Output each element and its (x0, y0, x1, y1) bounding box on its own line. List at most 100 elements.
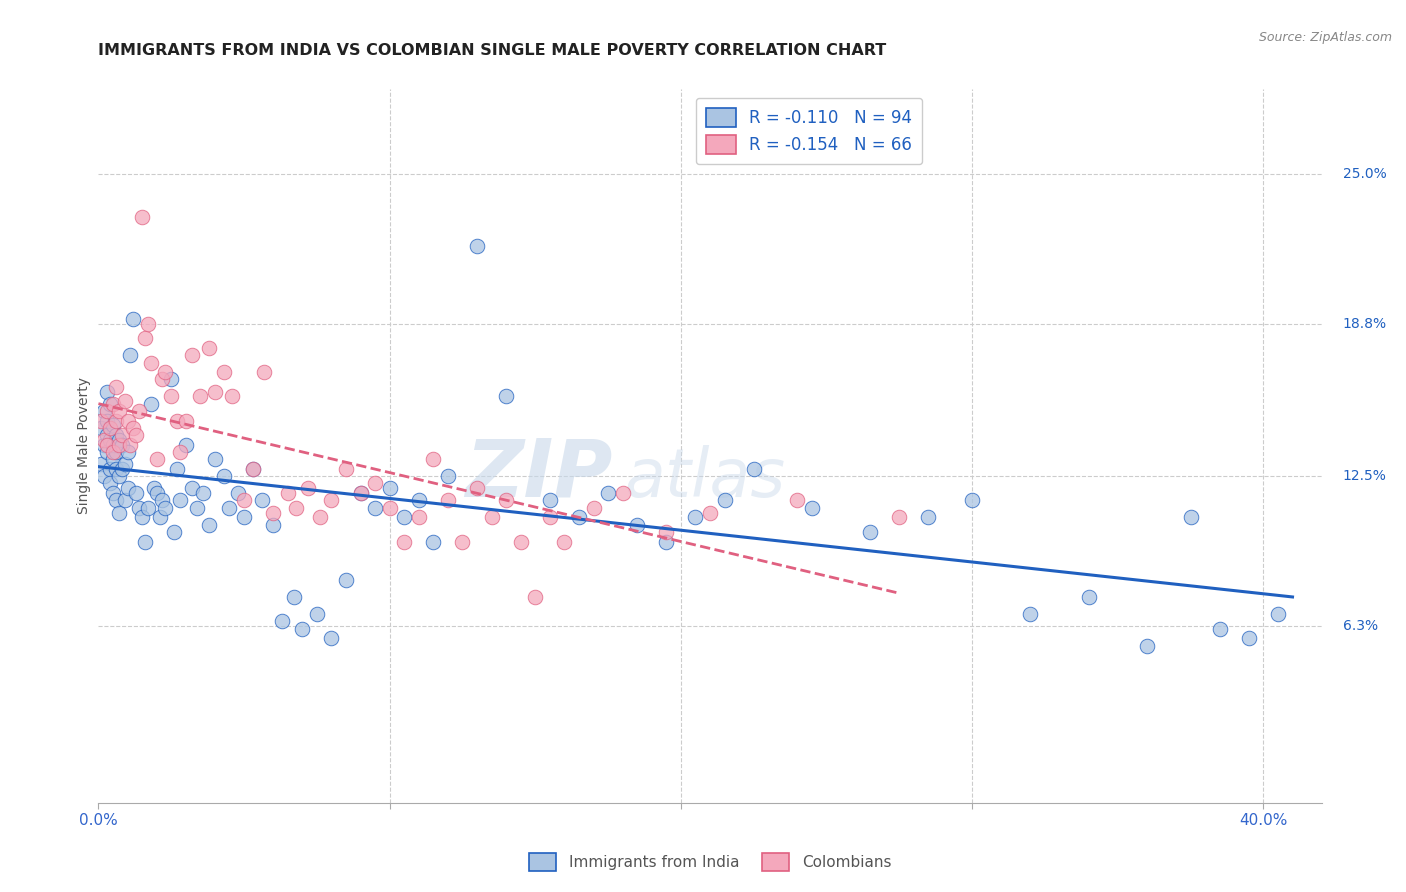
Point (378, 500, 401, 515)
Point (786, 493, 808, 508)
Point (713, 493, 735, 508)
Point (349, 486, 371, 500)
Point (655, 534, 678, 549)
Point (1077, 590, 1099, 604)
Y-axis label: Single Male Poverty: Single Male Poverty (77, 377, 91, 515)
Point (291, 622, 314, 636)
Point (1208, 622, 1232, 636)
Point (108, 404, 131, 418)
Text: atlas: atlas (624, 445, 786, 511)
Point (392, 510, 416, 524)
Point (160, 389, 183, 403)
Point (321, 632, 343, 646)
Point (114, 493, 136, 508)
Point (139, 397, 162, 411)
Point (93, 404, 115, 418)
Point (104, 462, 127, 476)
Point (233, 493, 256, 508)
Point (108, 433, 131, 447)
Point (524, 590, 547, 604)
Point (117, 481, 139, 495)
Point (437, 469, 460, 483)
Point (392, 534, 416, 549)
Point (495, 389, 517, 403)
Point (335, 574, 357, 588)
Point (188, 389, 212, 403)
Point (98, 462, 121, 476)
Point (96, 384, 118, 399)
Point (226, 486, 249, 500)
Point (262, 506, 284, 520)
Point (221, 389, 243, 403)
Point (122, 312, 145, 326)
Point (114, 457, 136, 471)
Point (96, 428, 118, 442)
Point (155, 500, 177, 515)
Point (134, 534, 156, 549)
Point (1237, 632, 1260, 646)
Point (960, 493, 983, 508)
Point (114, 394, 136, 409)
Point (101, 438, 124, 452)
Point (98, 421, 121, 435)
Point (108, 438, 131, 452)
Point (285, 500, 308, 515)
Point (169, 445, 191, 459)
Point (90, 457, 112, 471)
Point (120, 348, 142, 362)
Point (163, 524, 186, 539)
Point (408, 493, 430, 508)
Point (212, 365, 235, 379)
Point (699, 506, 721, 520)
Point (538, 510, 561, 524)
Point (1180, 510, 1202, 524)
Point (437, 493, 460, 508)
Point (96, 414, 118, 428)
Point (465, 239, 488, 253)
Point (90, 414, 112, 428)
Point (111, 462, 134, 476)
Point (1136, 639, 1159, 653)
Point (612, 486, 634, 500)
Point (198, 341, 221, 355)
Point (145, 486, 167, 500)
Point (180, 481, 202, 495)
Point (198, 517, 221, 532)
Legend: Immigrants from India, Colombians: Immigrants from India, Colombians (523, 847, 897, 877)
Point (117, 445, 139, 459)
Point (98, 433, 121, 447)
Point (93, 433, 115, 447)
Point (155, 365, 177, 379)
Point (98, 397, 121, 411)
Point (242, 462, 264, 476)
Point (596, 486, 619, 500)
Point (90, 421, 112, 435)
Point (204, 452, 226, 467)
Point (122, 421, 145, 435)
Point (160, 372, 183, 386)
Text: 18.8%: 18.8% (1343, 317, 1386, 331)
Point (270, 615, 294, 629)
Point (104, 445, 127, 459)
Point (93, 438, 115, 452)
Point (801, 500, 824, 515)
Point (218, 500, 240, 515)
Point (174, 438, 197, 452)
Point (321, 493, 343, 508)
Point (538, 493, 561, 508)
Point (96, 404, 118, 418)
Point (96, 445, 118, 459)
Point (553, 534, 575, 549)
Point (277, 486, 299, 500)
Point (117, 414, 139, 428)
Point (193, 486, 215, 500)
Point (262, 517, 284, 532)
Point (859, 524, 882, 539)
Point (111, 438, 134, 452)
Point (104, 428, 127, 442)
Point (174, 414, 197, 428)
Point (128, 404, 150, 418)
Point (142, 481, 165, 495)
Point (242, 462, 264, 476)
Point (204, 384, 226, 399)
